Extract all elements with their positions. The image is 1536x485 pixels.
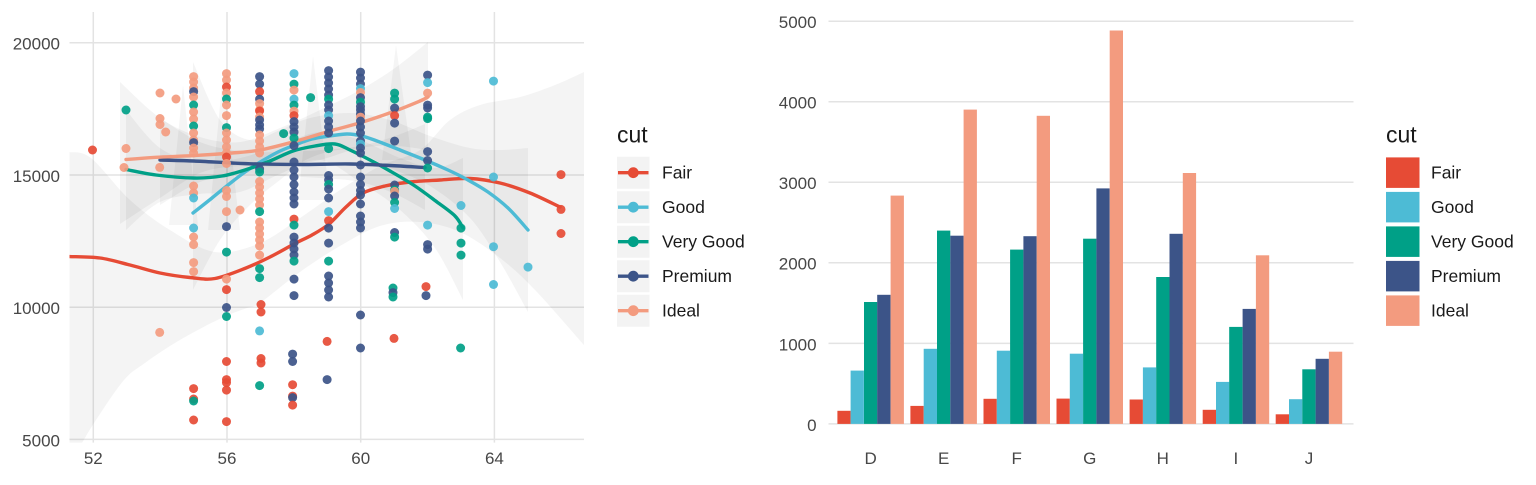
svg-text:4000: 4000	[779, 94, 817, 113]
svg-text:Good: Good	[662, 197, 705, 217]
svg-text:64: 64	[485, 449, 504, 468]
svg-text:1000: 1000	[779, 335, 817, 354]
svg-text:0: 0	[807, 416, 816, 435]
svg-text:Premium: Premium	[1431, 266, 1501, 286]
svg-text:cut: cut	[617, 122, 648, 148]
svg-text:I: I	[1234, 449, 1239, 468]
svg-text:Ideal: Ideal	[1431, 301, 1469, 321]
svg-text:E: E	[938, 449, 949, 468]
svg-text:20000: 20000	[13, 35, 60, 54]
svg-text:Fair: Fair	[1431, 163, 1461, 183]
svg-text:H: H	[1157, 449, 1169, 468]
svg-text:3000: 3000	[779, 174, 817, 193]
svg-text:Very Good: Very Good	[662, 232, 745, 252]
svg-text:15000: 15000	[13, 167, 60, 186]
svg-text:Good: Good	[1431, 197, 1474, 217]
svg-text:Fair: Fair	[662, 163, 692, 183]
svg-text:10000: 10000	[13, 299, 60, 318]
svg-text:52: 52	[84, 449, 103, 468]
svg-text:F: F	[1012, 449, 1022, 468]
svg-text:Very Good: Very Good	[1431, 232, 1514, 252]
svg-text:5000: 5000	[779, 13, 817, 32]
svg-text:Ideal: Ideal	[662, 301, 700, 321]
svg-text:cut: cut	[1386, 122, 1417, 148]
svg-text:Premium: Premium	[662, 266, 732, 286]
svg-text:56: 56	[218, 449, 237, 468]
svg-text:D: D	[864, 449, 876, 468]
svg-text:5000: 5000	[22, 431, 60, 450]
svg-text:2000: 2000	[779, 255, 817, 274]
svg-text:J: J	[1305, 449, 1314, 468]
svg-text:G: G	[1083, 449, 1096, 468]
svg-text:60: 60	[351, 449, 370, 468]
